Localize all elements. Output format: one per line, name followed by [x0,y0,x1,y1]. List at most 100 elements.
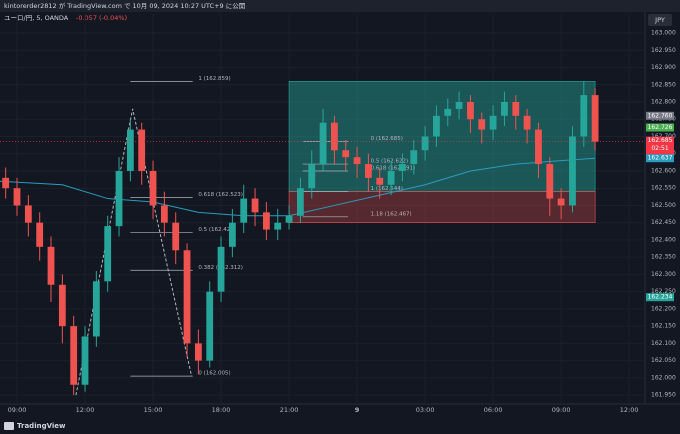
price-badge [646,154,674,163]
candle-body [251,198,259,213]
x-tick-label: 15:00 [144,406,163,414]
price-badge [646,136,674,155]
fib-label: 0.5 (162.421) [198,227,236,233]
candle-body [353,157,361,165]
x-tick-label: 09:00 [8,406,27,414]
price-badge [646,111,674,120]
change: -0.057 (-0.04%) [76,14,127,22]
candle-body [569,136,576,206]
fib-label: 0.618 (162.591) [371,165,416,171]
x-tick-label: 03:00 [416,406,435,414]
y-tick-label: 162.900 [651,64,676,71]
candle-body [36,222,44,247]
y-tick-label: 162.800 [651,99,676,106]
x-tick-label: 9 [355,406,360,414]
candle-body [2,177,10,189]
price-badge-label: 162.760 [648,112,673,119]
candle-body [262,212,270,230]
candle-body [138,129,146,171]
candle-body [81,336,89,385]
candle-body [376,177,384,185]
header-text: kintorerder2812 が TradingView.com で 10月 … [4,1,245,10]
candle-body [194,343,202,361]
candle-body [410,150,418,165]
y-tick-label: 162.950 [651,47,676,54]
fib-label: 1.18 (162.467) [371,211,412,217]
y-tick-label: 162.350 [651,254,676,261]
y-tick-label: 162.700 [651,133,676,140]
candle-body [319,122,327,165]
y-tick-label: 163.000 [651,30,676,37]
y-tick-label: 162.150 [651,323,676,330]
price-badge-label: 162.637 [648,155,673,162]
candle-body [365,164,372,178]
candle-body [285,215,293,223]
candle-body [501,102,508,116]
candle-body [115,170,123,227]
y-tick-label: 162.000 [651,374,676,381]
price-badge [646,293,674,302]
fib-label: 0 (162.685) [371,136,403,142]
candle-body [399,164,406,171]
candle-body [240,198,248,223]
candle-body [274,222,282,230]
fib-label: 1 (162.859) [198,76,230,82]
candle-body [591,95,599,142]
y-tick-label: 162.100 [651,340,676,347]
y-tick-label: 162.200 [651,305,676,312]
header-bar [0,0,680,12]
x-tick-label: 21:00 [280,406,299,414]
candle-body [580,95,588,137]
candle-body [444,108,452,116]
candle-body [149,170,157,206]
candle-body [421,136,429,151]
y-tick-label: 161.950 [651,392,676,399]
countdown: 02:51 [651,145,668,152]
price-badge [646,123,674,132]
profit-zone [288,81,596,192]
fib-label: 1 (162.544) [371,186,403,192]
y-tick-label: 162.250 [651,288,676,295]
price-badge-label: 162.234 [648,294,673,301]
candle-body [24,205,32,223]
price-badge-label: 162.726 [648,124,673,131]
candle-body [160,205,168,223]
candle-body [557,198,565,206]
x-tick-label: 18:00 [212,406,231,414]
candle-body [228,222,236,247]
candle-body [172,222,180,251]
footer [0,418,680,434]
x-tick-label: 12:00 [76,406,95,414]
logo [4,422,14,430]
y-tick-label: 162.450 [651,219,676,226]
candle-body [342,150,350,158]
candle-body [546,164,554,199]
y-tick-label: 162.600 [651,167,676,174]
moving-average [0,157,596,217]
loss-zone [288,191,596,223]
candle-body [58,284,66,327]
candle-body [455,102,463,109]
price-badge-label: 162.685 [648,137,673,144]
candle-body [331,122,338,151]
x-tick-label: 06:00 [484,406,503,414]
candle-body [478,119,486,130]
candle-body [535,129,542,165]
candle-body [183,250,191,344]
candle-body [523,115,531,130]
symbol: ユーロ/円, 5, OANDA [4,14,69,22]
fib-label: 0 (162.005) [198,371,230,377]
brand: TradingView [17,422,66,430]
currency: JPY [654,16,665,24]
candle-body [387,170,395,185]
candle-body [104,226,112,282]
candle-body [126,129,134,171]
y-tick-label: 162.500 [651,202,676,209]
y-tick-label: 162.300 [651,271,676,278]
fib-label: 0.5 (162.622) [371,159,409,165]
candle-body [308,164,316,189]
candle-body [512,102,520,116]
candle-body [489,115,497,130]
candle-body [467,102,474,120]
